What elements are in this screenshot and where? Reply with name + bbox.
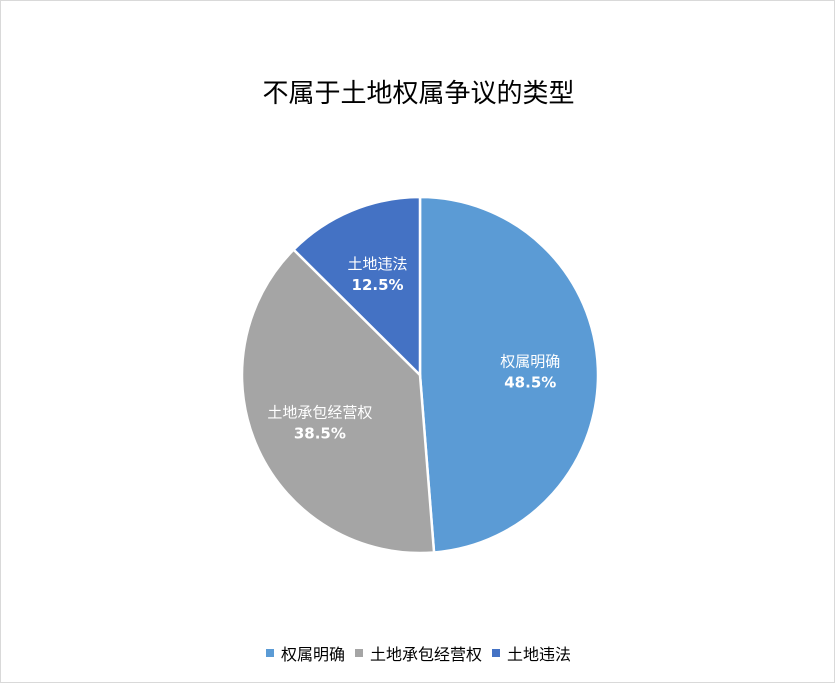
legend-item: 土地违法 bbox=[492, 641, 571, 665]
legend-label: 权属明确 bbox=[280, 645, 345, 664]
slice-value-label: 12.5% bbox=[352, 276, 404, 294]
slice-value-label: 48.5% bbox=[504, 374, 556, 392]
legend-label: 土地承包经营权 bbox=[369, 645, 482, 664]
pie-slice-2 bbox=[240, 247, 436, 555]
chart-title: 不属于土地权属争议的类型 bbox=[262, 79, 575, 109]
legend-label: 土地违法 bbox=[507, 645, 572, 664]
pie-slice-3 bbox=[291, 195, 422, 379]
slice-category-label: 权属明确 bbox=[500, 353, 560, 371]
pie-slice-1 bbox=[418, 195, 600, 554]
chart-legend: 权属明确 土地承包经营权 土地违法 bbox=[1, 641, 835, 665]
slice-category-label: 土地承包经营权 bbox=[267, 403, 372, 421]
legend-swatch bbox=[354, 649, 363, 657]
legend-swatch bbox=[492, 649, 500, 657]
slice-category-label: 土地违法 bbox=[348, 255, 408, 273]
legend-item: 权属明确 bbox=[265, 641, 345, 665]
slice-value-label: 38.5% bbox=[294, 424, 346, 442]
legend-swatch bbox=[265, 649, 274, 657]
legend-item: 土地承包经营权 bbox=[354, 641, 482, 665]
